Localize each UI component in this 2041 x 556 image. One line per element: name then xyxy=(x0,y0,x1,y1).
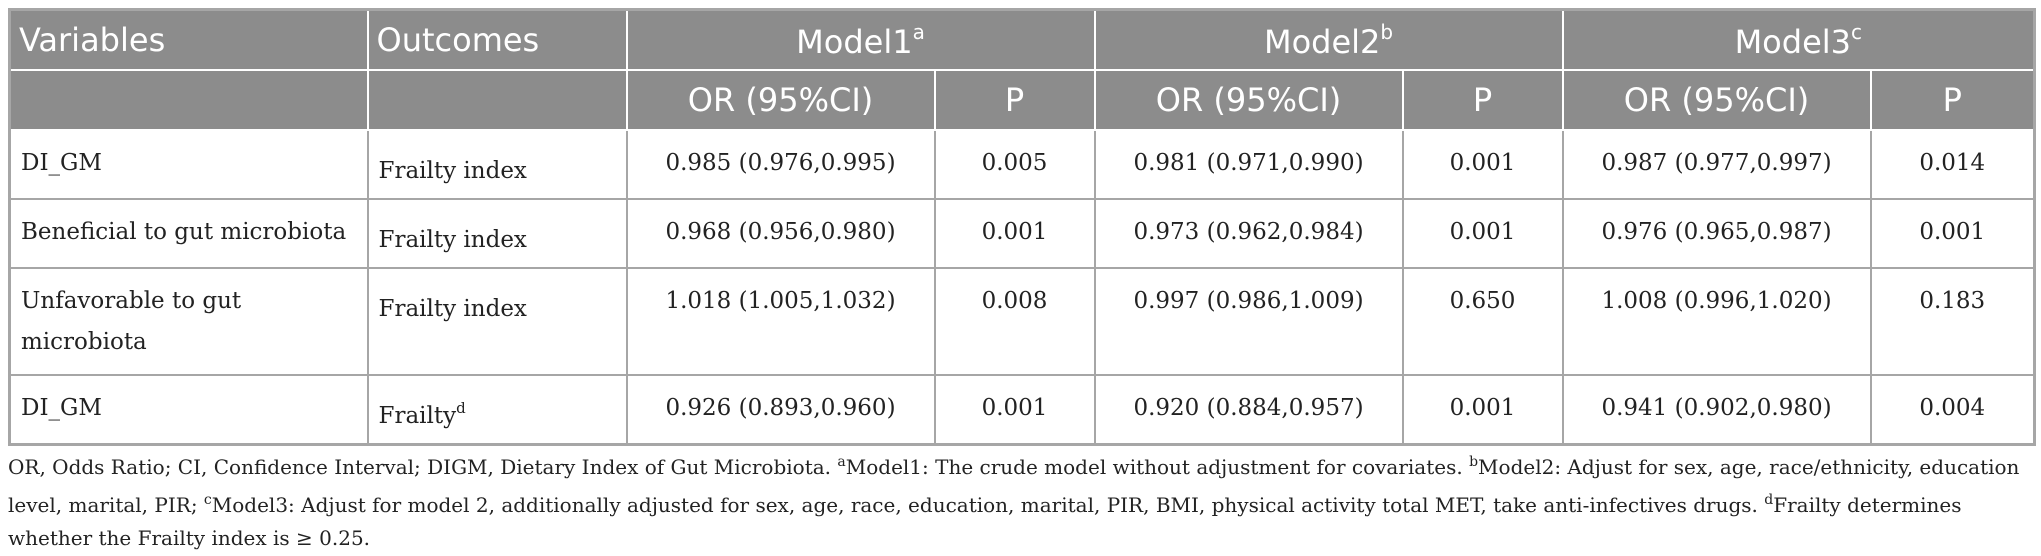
header-p-model2: P xyxy=(1401,69,1564,131)
cell-variable: DI_GM xyxy=(8,374,369,446)
cell-model2-or: 0.973 (0.962,0.984) xyxy=(1093,198,1404,269)
cell-model2-p: 0.001 xyxy=(1401,129,1564,200)
results-table: Variables Outcomes Model1a Model2b Model… xyxy=(8,8,2037,446)
cell-model2-or: 0.920 (0.884,0.957) xyxy=(1093,374,1404,446)
cell-model3-p: 0.014 xyxy=(1869,129,2036,200)
header-row-1: Variables Outcomes Model1a Model2b Model… xyxy=(9,8,2036,71)
header-empty-variables xyxy=(9,69,369,131)
header-model1: Model1a xyxy=(625,8,1096,71)
header-model1-superscript: a xyxy=(912,19,925,44)
cell-model2-p: 0.001 xyxy=(1401,198,1564,269)
cell-model3-or: 0.941 (0.902,0.980) xyxy=(1561,374,1872,446)
cell-model1-or: 1.018 (1.005,1.032) xyxy=(625,267,936,376)
cell-model3-or: 0.987 (0.977,0.997) xyxy=(1561,129,1872,200)
cell-model1-p: 0.001 xyxy=(933,374,1096,446)
cell-model2-or: 0.997 (0.986,1.009) xyxy=(1093,267,1404,376)
header-empty-outcomes xyxy=(366,69,628,131)
cell-outcome: Frailtyd xyxy=(366,374,628,446)
header-or-model1: OR (95%CI) xyxy=(625,69,936,131)
cell-outcome: Frailty index xyxy=(366,267,628,376)
header-variables: Variables xyxy=(9,8,369,71)
cell-model2-p: 0.001 xyxy=(1401,374,1564,446)
cell-model3-or: 0.976 (0.965,0.987) xyxy=(1561,198,1872,269)
table-row: DI_GM Frailtyd 0.926 (0.893,0.960) 0.001… xyxy=(8,374,2036,446)
cell-variable: DI_GM xyxy=(8,129,369,200)
header-row-2: OR (95%CI) P OR (95%CI) P OR (95%CI) P xyxy=(9,69,2036,131)
cell-model3-p: 0.001 xyxy=(1869,198,2036,269)
cell-model1-p: 0.005 xyxy=(933,129,1096,200)
table-row: Unfavorable to gut microbiota Frailty in… xyxy=(8,267,2036,376)
cell-model1-p: 0.001 xyxy=(933,198,1096,269)
cell-outcome: Frailty index xyxy=(366,198,628,269)
cell-model1-or: 0.926 (0.893,0.960) xyxy=(625,374,936,446)
cell-outcome: Frailty index xyxy=(366,129,628,200)
header-outcomes: Outcomes xyxy=(366,8,628,71)
header-or-model2: OR (95%CI) xyxy=(1093,69,1404,131)
table-footnote: OR, Odds Ratio; CI, Confidence Interval;… xyxy=(8,454,2020,550)
header-or-model3: OR (95%CI) xyxy=(1561,69,1872,131)
header-model3: Model3c xyxy=(1561,8,2036,71)
cell-variable: Beneficial to gut microbiota xyxy=(8,198,369,269)
cell-model2-p: 0.650 xyxy=(1401,267,1564,376)
table-row: DI_GM Frailty index 0.985 (0.976,0.995) … xyxy=(8,129,2036,200)
cell-model1-or: 0.985 (0.976,0.995) xyxy=(625,129,936,200)
cell-variable: Unfavorable to gut microbiota xyxy=(8,267,369,376)
cell-model2-or: 0.981 (0.971,0.990) xyxy=(1093,129,1404,200)
header-p-model3: P xyxy=(1869,69,2036,131)
table-row: Beneficial to gut microbiota Frailty ind… xyxy=(8,198,2036,269)
cell-model1-p: 0.008 xyxy=(933,267,1096,376)
header-model3-superscript: c xyxy=(1851,19,1862,44)
cell-model3-p: 0.183 xyxy=(1869,267,2036,376)
cell-model3-p: 0.004 xyxy=(1869,374,2036,446)
results-table-container: Variables Outcomes Model1a Model2b Model… xyxy=(8,8,2037,446)
cell-model3-or: 1.008 (0.996,1.020) xyxy=(1561,267,1872,376)
header-p-model1: P xyxy=(933,69,1096,131)
frailty-superscript: d xyxy=(456,399,466,417)
header-model2-superscript: b xyxy=(1380,19,1394,44)
cell-model1-or: 0.968 (0.956,0.980) xyxy=(625,198,936,269)
header-model2: Model2b xyxy=(1093,8,1564,71)
